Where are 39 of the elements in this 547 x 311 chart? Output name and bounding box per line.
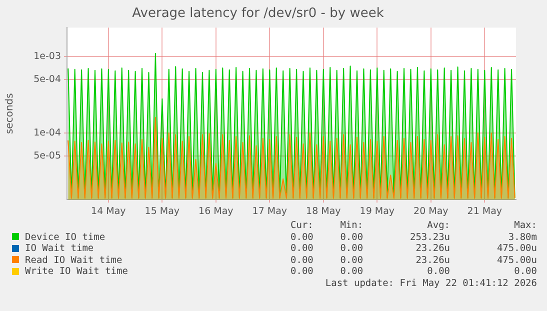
- legend-label: Write IO Wait time: [24, 266, 129, 278]
- text: 0.00: [290, 232, 314, 243]
- x-tick-label: 20 May: [414, 206, 449, 217]
- text: 0.00: [290, 243, 314, 254]
- text: Cur:: [290, 220, 314, 232]
- text: Avg:: [426, 220, 450, 232]
- legend-label: IO Wait time: [24, 243, 95, 254]
- text: 0.00: [290, 266, 314, 278]
- chart-title: Average latency for /dev/sr0 - by week: [132, 6, 384, 22]
- y-tick-label: 5e-05: [34, 150, 61, 162]
- text: 253.23u: [408, 232, 450, 243]
- text: Max:: [513, 220, 537, 232]
- text: 3.80m: [507, 232, 537, 243]
- text: Min:: [339, 220, 364, 232]
- x-tick-label: 21 May: [467, 206, 502, 217]
- text: 23.26u: [414, 243, 450, 254]
- text: 0.00: [290, 254, 314, 266]
- y-tick-label: 1e-04: [34, 127, 61, 138]
- x-tick-label: 19 May: [360, 206, 395, 217]
- text: 475.00u: [496, 254, 537, 266]
- text: 0.00: [513, 266, 537, 278]
- text: 0.00: [339, 254, 364, 266]
- y-tick-label: 5e-04: [34, 74, 61, 86]
- text: 0.00: [339, 266, 364, 278]
- text: 475.00u: [496, 243, 537, 254]
- y-tick-label: 1e-03: [34, 51, 61, 62]
- text: 23.26u: [414, 254, 450, 266]
- legend-label: Read IO Wait time: [24, 254, 124, 266]
- x-tick-label: 15 May: [144, 206, 180, 217]
- x-tick-label: 17 May: [252, 206, 288, 217]
- text: 0.00: [426, 266, 450, 278]
- text: 0.00: [339, 243, 364, 254]
- x-tick-label: 16 May: [198, 206, 234, 217]
- legend-label: Device IO time: [24, 232, 106, 243]
- text: 0.00: [339, 232, 364, 243]
- x-tick-label: 18 May: [306, 206, 342, 217]
- x-tick-label: 14 May: [91, 206, 126, 217]
- y-axis-title: seconds: [4, 93, 16, 134]
- text: Last update: Fri May 22 01:41:12 2026: [324, 278, 537, 288]
